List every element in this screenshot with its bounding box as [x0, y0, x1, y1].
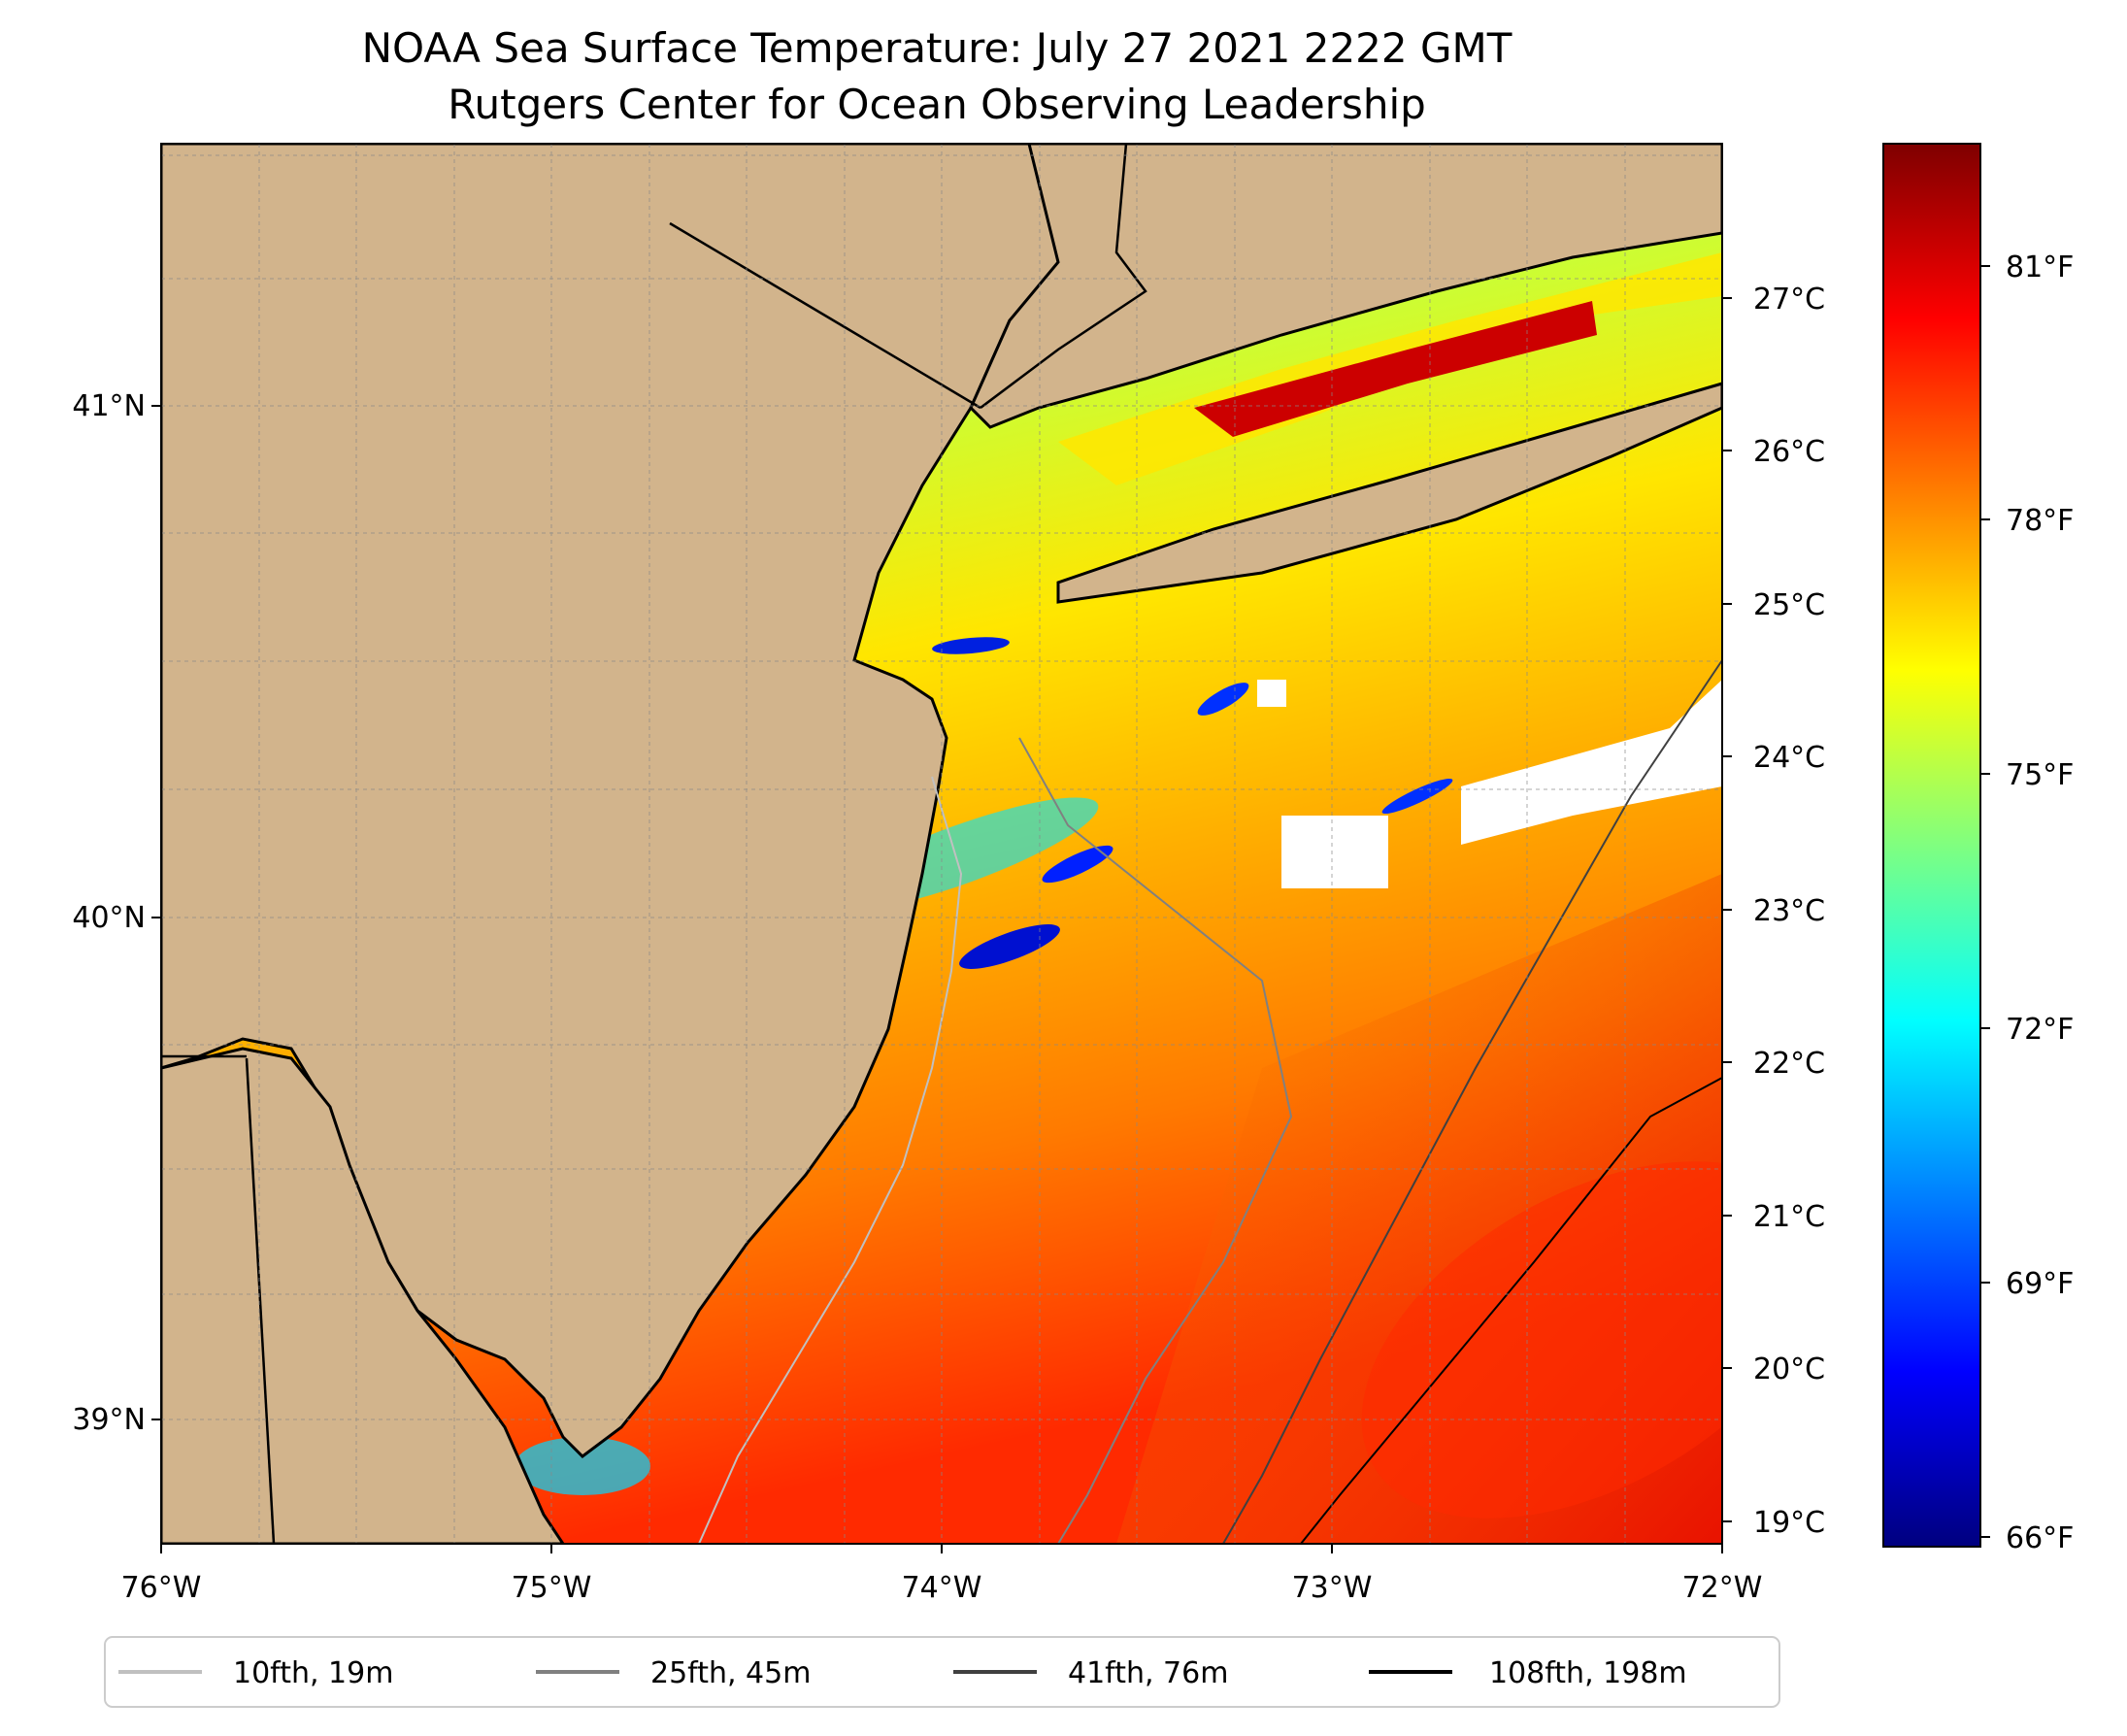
legend-label: 108fth, 198m [1489, 1656, 1687, 1690]
fahrenheit-tick-label: 78°F [2006, 504, 2074, 538]
state-border-ny-nj [669, 221, 981, 410]
celsius-tick-marks [1722, 297, 1732, 1522]
celsius-tick-label: 21°C [1753, 1200, 1825, 1234]
x-tick-label: 73°W [1292, 1571, 1373, 1605]
contour-108fth [1300, 1077, 1722, 1544]
y-tick-label: 40°N [72, 901, 146, 935]
map-plot-area [161, 144, 1722, 1544]
x-tick-label: 74°W [902, 1571, 982, 1605]
state-border-ny-ct [980, 144, 1147, 409]
celsius-tick-label: 26°C [1753, 435, 1825, 469]
cloud-gap-small [1257, 680, 1286, 707]
fahrenheit-tick-label: 66°F [2006, 1521, 2074, 1555]
map-gridlines [161, 144, 1722, 1544]
legend-label: 41fth, 76m [1068, 1656, 1228, 1690]
x-tick-marks [160, 1544, 1723, 1553]
cold-patch-2 [1042, 845, 1113, 884]
celsius-tick-label: 19°C [1753, 1506, 1825, 1540]
colorbar [1882, 143, 1981, 1548]
land-long-island [1056, 382, 1722, 604]
x-tick-label: 75°W [512, 1571, 592, 1605]
celsius-tick-label: 23°C [1753, 894, 1825, 928]
map-title: NOAA Sea Surface Temperature: July 27 20… [362, 24, 1512, 72]
celsius-tick-label: 27°C [1753, 283, 1825, 317]
legend: 10fth, 19m 25fth, 45m 41fth, 76m 108fth,… [104, 1636, 1780, 1708]
contour-25fth [1018, 737, 1293, 1544]
long-island-sound-warm-band [1194, 301, 1597, 437]
legend-label: 10fth, 19m [233, 1656, 393, 1690]
fahrenheit-tick-marks [1980, 265, 1990, 1538]
celsius-tick-label: 25°C [1753, 588, 1825, 622]
fahrenheit-tick-label: 81°F [2006, 250, 2074, 284]
y-tick-label: 39°N [72, 1403, 146, 1437]
fahrenheit-tick-label: 75°F [2006, 758, 2074, 792]
x-tick-label: 72°W [1682, 1571, 1763, 1605]
fahrenheit-tick-label: 72°F [2006, 1013, 2074, 1047]
x-tick-label: 76°W [121, 1571, 202, 1605]
y-tick-label: 41°N [72, 389, 146, 423]
cold-patch-4 [932, 637, 1010, 654]
land-new-york-connecticut [969, 144, 1722, 429]
cloud-gap-center [1281, 816, 1388, 888]
cold-patch-5 [1381, 778, 1453, 815]
contour-41fth [1222, 659, 1722, 1544]
legend-label: 25fth, 45m [650, 1656, 811, 1690]
land-delaware-maryland [161, 1047, 565, 1544]
contour-10fth [698, 776, 963, 1544]
fahrenheit-tick-label: 69°F [2006, 1267, 2074, 1301]
cold-patch-3 [1197, 683, 1249, 716]
celsius-tick-label: 22°C [1753, 1047, 1825, 1081]
cloud-gap-east [1461, 680, 1722, 845]
cold-patch-1 [959, 924, 1060, 969]
map-subtitle: Rutgers Center for Ocean Observing Leade… [448, 81, 1426, 128]
celsius-tick-label: 24°C [1753, 741, 1825, 775]
celsius-tick-label: 20°C [1753, 1352, 1825, 1386]
delaware-bay-mouth-cool [515, 1437, 650, 1495]
y-tick-marks [151, 405, 161, 1420]
gulf-stream-warm-core [1361, 1161, 1722, 1519]
state-border-de-md [245, 1057, 276, 1544]
legend-box [104, 1636, 1780, 1708]
